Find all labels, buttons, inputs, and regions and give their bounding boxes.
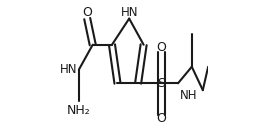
Text: HN: HN <box>60 63 78 76</box>
Text: NH₂: NH₂ <box>67 104 91 117</box>
Text: O: O <box>157 112 167 125</box>
Text: NH: NH <box>179 89 197 102</box>
Text: S: S <box>158 77 165 90</box>
Text: O: O <box>157 41 167 54</box>
Text: HN: HN <box>121 6 138 19</box>
Text: O: O <box>82 6 92 19</box>
